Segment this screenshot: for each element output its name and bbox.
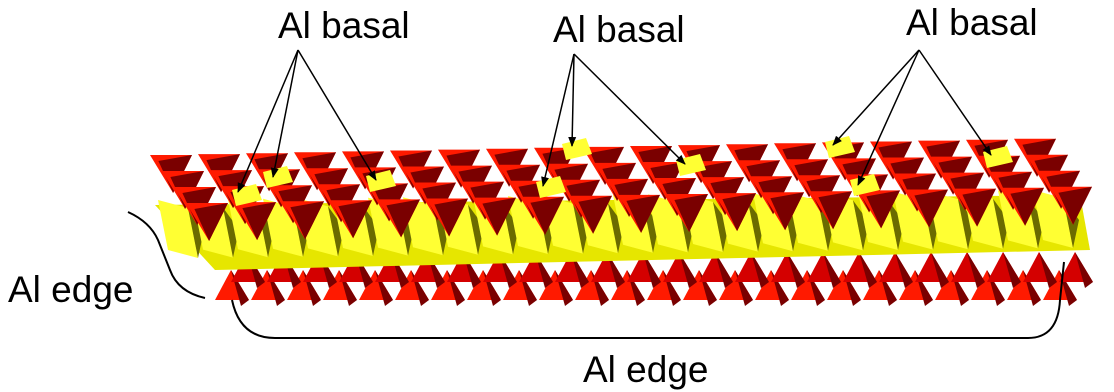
edge-label-bottom: Al edge	[583, 349, 709, 390]
tetrahedron-face	[290, 201, 324, 240]
octahedron-shadow	[223, 207, 239, 258]
octahedron-shadow	[608, 203, 624, 254]
basal-label-left: Al basal	[278, 5, 410, 46]
tetrahedron-face	[866, 190, 900, 229]
octahedron-shadow	[573, 203, 589, 254]
octahedron-shadow	[188, 208, 204, 258]
tetrahedron-face	[722, 193, 756, 232]
arrow-basal-left-2	[270, 49, 299, 178]
tetrahedron-face	[338, 200, 372, 239]
tetrahedron-face	[859, 252, 877, 288]
tetrahedron-face	[715, 252, 733, 288]
bottom-tetrahedral-sheet	[215, 252, 1093, 306]
octahedron-shadow	[748, 201, 764, 252]
arrow-basal-left-3	[297, 49, 377, 181]
arrow-basal-middle-1	[541, 53, 575, 187]
tetrahedron-face	[679, 252, 697, 288]
tetrahedron-face	[1003, 252, 1021, 288]
basal-label-middle: Al basal	[553, 9, 685, 50]
arrow-basal-right-3	[918, 49, 992, 156]
tetrahedron-face	[1039, 252, 1057, 288]
tetrahedron-face	[895, 252, 913, 288]
tetrahedron-face	[434, 198, 468, 237]
tetrahedron-face	[386, 199, 420, 238]
bracket-edge-bottom	[231, 261, 1065, 339]
basal-label-right: Al basal	[906, 2, 1038, 43]
arrow-basal-middle-3	[573, 53, 686, 165]
tetrahedron-face	[751, 252, 769, 288]
pointer-arrows	[127, 49, 1065, 339]
tetrahedron-face	[1058, 186, 1092, 225]
tetrahedron-face	[962, 188, 996, 227]
arrow-basal-left-1	[237, 49, 299, 193]
arrow-basal-right-2	[857, 49, 920, 186]
octahedron-shadow	[958, 199, 974, 250]
octahedron-shadow	[713, 202, 729, 252]
octahedron-shadow	[853, 200, 869, 251]
tetrahedron-face	[914, 189, 948, 228]
annotations: Al basal Al basal Al basal Al edge Al ed…	[8, 2, 1065, 390]
tetrahedron-face	[194, 203, 228, 241]
tetrahedron-face	[1010, 187, 1044, 226]
basal-al-site	[562, 138, 592, 160]
tetrahedron-face	[823, 252, 841, 288]
octahedron-shadow	[993, 198, 1009, 249]
edge-label-left: Al edge	[8, 269, 134, 310]
arrow-basal-middle-2	[568, 53, 577, 147]
octahedron-shadow	[503, 204, 519, 255]
octahedron-shadow	[363, 206, 379, 256]
tetrahedron-face	[643, 252, 661, 288]
tetrahedron-face	[607, 252, 625, 288]
tetrahedron-face	[787, 252, 805, 288]
bracket-edge-left	[127, 211, 206, 299]
octahedron-shadow	[818, 200, 834, 251]
octahedron-shadow	[328, 206, 344, 257]
tetrahedron-face	[482, 197, 516, 236]
tetrahedron-face	[674, 194, 708, 232]
tetrahedron-face	[530, 196, 564, 235]
tetrahedron-face	[242, 202, 276, 241]
tetrahedron-face	[626, 194, 660, 233]
tetrahedron-face	[818, 191, 852, 230]
octahedron-shadow	[888, 200, 904, 250]
tetrahedron-face	[770, 192, 804, 231]
tetrahedron-face	[967, 252, 985, 288]
tetrahedron-face	[578, 195, 612, 234]
arrow-basal-right-1	[832, 49, 920, 146]
octahedron-shadow	[468, 204, 484, 255]
tetrahedron-face	[931, 252, 949, 288]
octahedron	[158, 200, 198, 258]
tetrahedron-face	[1075, 252, 1093, 288]
